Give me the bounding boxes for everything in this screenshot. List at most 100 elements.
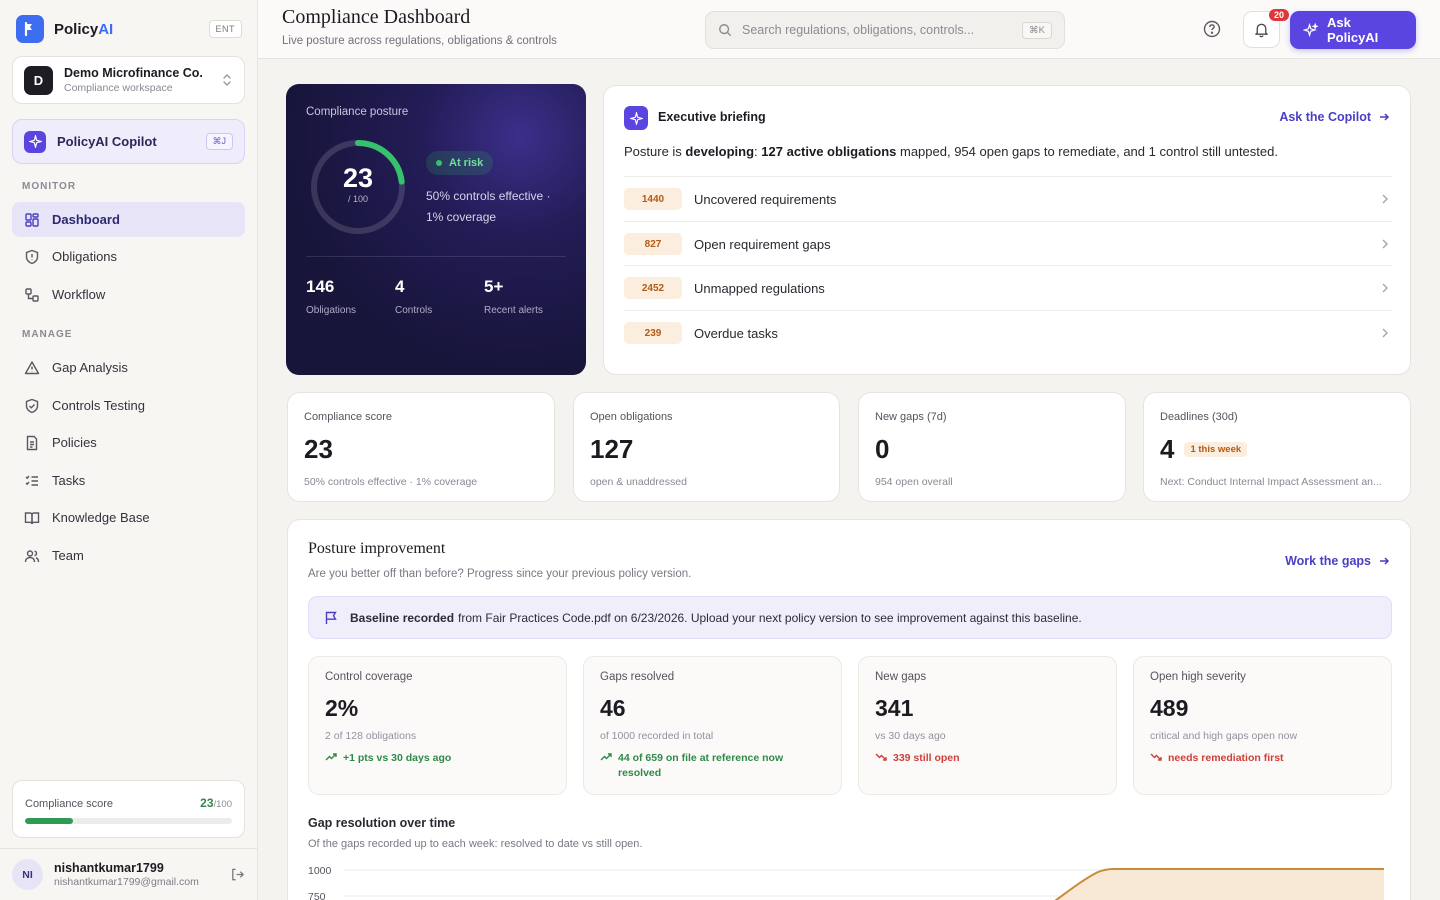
sparkles-icon [1303, 22, 1327, 38]
chevron-right-icon [1380, 238, 1390, 250]
trend: 44 of 659 on file at reference now resol… [600, 751, 800, 781]
ask-policyai-label: Ask PolicyAI [1327, 15, 1379, 45]
sidebar-item-obligations[interactable]: Obligations [12, 239, 245, 274]
stat-subtext: open & unaddressed [590, 476, 687, 488]
sidebar-score-card[interactable]: Compliance score 23/100 [12, 780, 245, 838]
stat-label: Open obligations [590, 411, 673, 423]
sidebar-item-team[interactable]: Team [12, 538, 245, 573]
trend: 339 still open [875, 751, 1100, 766]
stat-subtext: 50% controls effective · 1% coverage [304, 476, 478, 488]
ask-copilot-link[interactable]: Ask the Copilot [1279, 110, 1390, 124]
workspace-avatar: D [24, 65, 53, 95]
briefing-title: Executive briefing [658, 110, 766, 124]
trend: +1 pts vs 30 days ago [325, 751, 550, 766]
copilot-button[interactable]: PolicyAI Copilot ⌘J [12, 119, 245, 164]
count-badge: 1440 [624, 188, 682, 210]
stat-subtext: Next: Conduct Internal Impact Assessment… [1160, 476, 1382, 488]
posture-gauge [311, 140, 405, 234]
sidebar-item-controls-testing[interactable]: Controls Testing [12, 388, 245, 423]
briefing-item-label: Uncovered requirements [694, 191, 837, 207]
stat-value: 4 [1160, 434, 1175, 464]
briefing-item-open-gaps[interactable]: 827 Open requirement gaps [624, 221, 1392, 266]
improvement-card-gaps-resolved[interactable]: Gaps resolved 46 of 1000 recorded in tot… [583, 656, 842, 795]
logout-icon[interactable] [230, 867, 245, 882]
gap-resolution-title: Gap resolution over time [308, 816, 456, 830]
trend-up-icon [600, 751, 618, 762]
improvement-card-value: 2% [325, 695, 359, 721]
improvement-card-high-severity[interactable]: Open high severity 489 critical and high… [1133, 656, 1392, 795]
improvement-card-label: Open high severity [1150, 671, 1246, 683]
improvement-card-subtext: 2 of 128 obligations [325, 730, 417, 742]
document-icon [24, 435, 40, 451]
stat-card-compliance-score[interactable]: Compliance score 23 50% controls effecti… [287, 392, 555, 502]
flag-icon [324, 611, 350, 625]
stat-value: 0 [875, 434, 890, 464]
help-icon[interactable] [1203, 20, 1221, 38]
workspace-switcher[interactable]: D Demo Microfinance Co. Compliance works… [12, 56, 245, 104]
sidebar-score-label: Compliance score [25, 798, 114, 810]
posture-stat-controls: 4 Controls [395, 277, 433, 316]
y-tick-label: 1000 [308, 865, 332, 877]
sidebar-item-label: Policies [52, 435, 97, 450]
open-gaps-line [1054, 868, 1384, 900]
bell-icon [1253, 21, 1270, 38]
briefing-item-overdue[interactable]: 239 Overdue tasks [624, 310, 1392, 355]
trend: needs remediation first [1150, 751, 1375, 766]
ask-policyai-button[interactable]: Ask PolicyAI [1290, 11, 1416, 49]
improvement-card-control-coverage[interactable]: Control coverage 2% 2 of 128 obligations… [308, 656, 567, 795]
improvement-card-new-gaps[interactable]: New gaps 341 vs 30 days ago 339 still op… [858, 656, 1117, 795]
sidebar-item-label: Dashboard [52, 212, 120, 227]
deadline-chip: 1 this week [1184, 442, 1248, 457]
plan-badge: ENT [208, 20, 242, 38]
sidebar-item-tasks[interactable]: Tasks [12, 463, 245, 498]
sidebar-item-policies[interactable]: Policies [12, 425, 245, 460]
stat-card-new-gaps[interactable]: New gaps (7d) 0 954 open overall [858, 392, 1126, 502]
posture-stat-obligations: 146 Obligations [306, 277, 357, 316]
sidebar-item-label: Gap Analysis [52, 360, 128, 375]
sidebar-item-dashboard[interactable]: Dashboard [12, 202, 245, 237]
sidebar-item-workflow[interactable]: Workflow [12, 277, 245, 312]
user-profile[interactable]: NI nishantkumar1799 nishantkumar1799@gma… [0, 848, 257, 900]
improvement-card-subtext: critical and high gaps open now [1150, 730, 1298, 742]
improvement-card-subtext: of 1000 recorded in total [600, 730, 714, 742]
sidebar-item-label: Controls Testing [52, 398, 145, 413]
user-name: nishantkumar1799 [54, 861, 164, 875]
shield-check-icon [24, 398, 40, 414]
chevron-up-down-icon [221, 73, 233, 87]
posture-improvement-card: Posture improvement Are you better off t… [287, 519, 1411, 900]
executive-briefing-card: Executive briefing Ask the Copilot Postu… [603, 85, 1411, 375]
search-placeholder: Search regulations, obligations, control… [742, 23, 975, 37]
work-the-gaps-link[interactable]: Work the gaps [1285, 554, 1390, 568]
shield-alert-icon [24, 249, 40, 265]
briefing-item-label: Overdue tasks [694, 325, 778, 341]
notifications-button[interactable]: 20 [1243, 9, 1289, 48]
stat-label: New gaps (7d) [875, 411, 947, 423]
compliance-posture-card[interactable]: Compliance posture 23 / 100 At risk 50% … [286, 84, 586, 375]
search-input[interactable]: Search regulations, obligations, control… [705, 11, 1065, 49]
warning-triangle-icon [24, 360, 40, 376]
count-badge: 2452 [624, 277, 682, 299]
briefing-summary: Posture is developing: 127 active obliga… [624, 144, 1278, 159]
dashboard-icon [24, 212, 40, 228]
sidebar-item-label: Obligations [52, 249, 118, 264]
stat-card-open-obligations[interactable]: Open obligations 127 open & unaddressed [573, 392, 840, 502]
notifications-badge: 20 [1268, 9, 1289, 21]
open-gaps-area [1056, 869, 1384, 900]
stat-value: 23 [304, 434, 333, 464]
briefing-item-unmapped[interactable]: 2452 Unmapped regulations [624, 265, 1392, 310]
sidebar-item-gap-analysis[interactable]: Gap Analysis [12, 350, 245, 385]
trend-down-icon [1150, 751, 1168, 762]
improvement-card-label: Control coverage [325, 671, 413, 683]
improvement-title: Posture improvement [308, 540, 446, 557]
briefing-item-uncovered[interactable]: 1440 Uncovered requirements [624, 176, 1392, 221]
brand[interactable]: PolicyAI ENT [16, 14, 242, 44]
stat-label: Compliance score [304, 411, 393, 423]
sidebar-item-knowledge-base[interactable]: Knowledge Base [12, 500, 245, 535]
workspace-subtitle: Compliance workspace [64, 82, 173, 94]
gap-resolution-subtitle: Of the gaps recorded up to each week: re… [308, 838, 643, 850]
improvement-card-label: New gaps [875, 671, 927, 683]
chevron-right-icon [1380, 282, 1390, 294]
page-subtitle: Live posture across regulations, obligat… [282, 35, 557, 47]
baseline-banner: Baseline recorded from Fair Practices Co… [308, 596, 1392, 639]
stat-card-deadlines[interactable]: Deadlines (30d) 4 1 this week Next: Condu… [1143, 392, 1411, 502]
